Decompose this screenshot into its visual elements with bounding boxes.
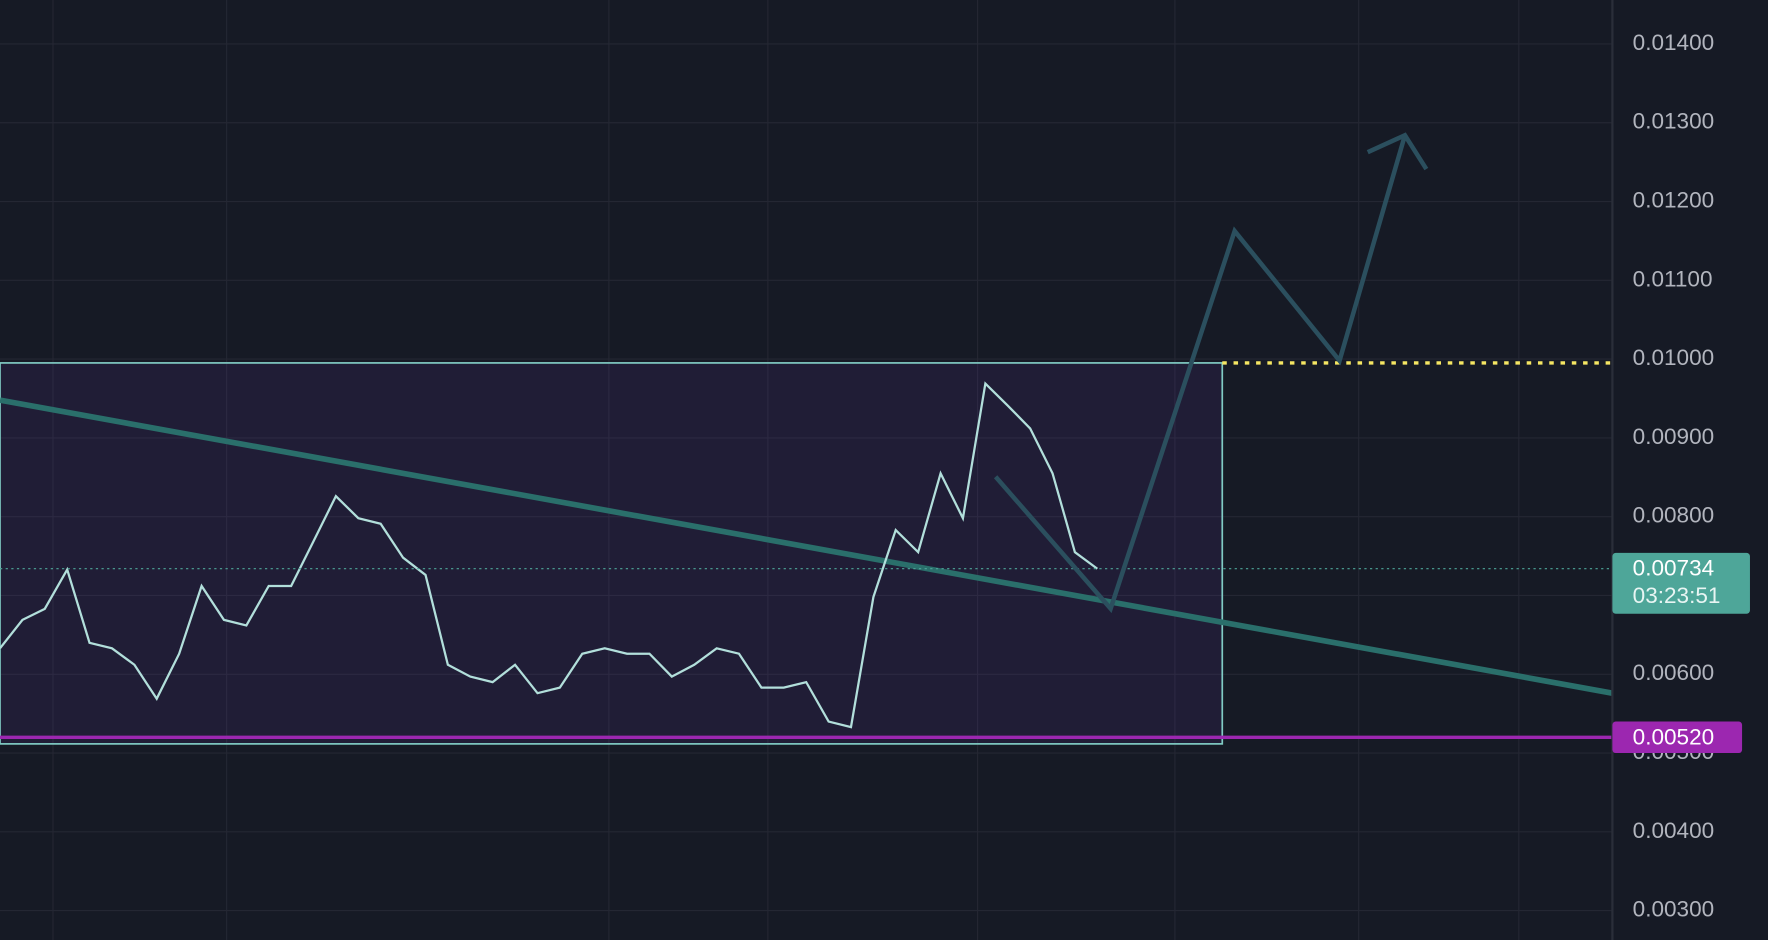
y-tick-label: 0.01000 xyxy=(1633,345,1714,370)
y-tick-label: 0.00800 xyxy=(1633,503,1714,528)
range-box xyxy=(0,362,1224,745)
y-tick-label: 0.01300 xyxy=(1633,109,1714,134)
vertical-grid xyxy=(52,0,1520,940)
level-tag-label: 0.00520 xyxy=(1633,724,1714,749)
trend-line xyxy=(0,397,1613,696)
price-tag xyxy=(1612,552,1750,614)
countdown-label: 03:23:51 xyxy=(1633,583,1721,608)
y-tick-label: 0.00600 xyxy=(1633,660,1714,685)
y-tick-label: 0.00400 xyxy=(1633,818,1714,843)
y-tick-label: 0.00900 xyxy=(1633,424,1714,449)
y-tick-label: 0.01200 xyxy=(1633,187,1714,212)
price-line xyxy=(0,381,1099,729)
y-tick-label: 0.01100 xyxy=(1633,266,1713,291)
projection-path xyxy=(993,132,1429,614)
series xyxy=(0,381,1613,739)
y-tick-label: 0.00300 xyxy=(1633,897,1714,922)
level-tag xyxy=(1612,721,1743,754)
grid xyxy=(0,0,1613,940)
price-axis xyxy=(1612,0,1768,940)
y-tick-label: 0.01400 xyxy=(1633,30,1714,55)
y-axis: 0.01400 0.01300 0.01200 0.01100 0.01000 0.009… xyxy=(1612,30,1750,922)
price-tag-label: 0.00734 xyxy=(1633,556,1714,581)
